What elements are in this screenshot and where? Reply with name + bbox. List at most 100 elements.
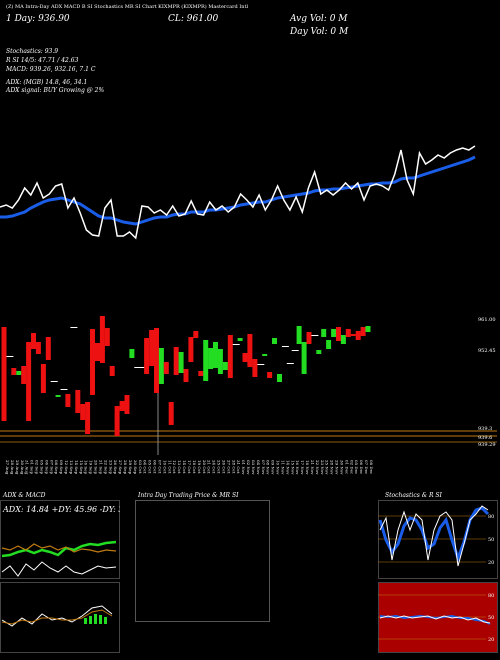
tickers-line: (Z) MA Intra-Day ADX MACD B SI Stochasti…	[6, 4, 249, 10]
candle	[286, 363, 294, 364]
candle	[16, 371, 22, 375]
candle	[65, 394, 71, 407]
candle	[321, 329, 327, 337]
x-axis-label: 06 Oct	[153, 460, 158, 474]
x-axis-label: 28 Sep	[123, 460, 128, 474]
x-axis-label: 22 Sep	[103, 460, 108, 474]
price-level-low2: 939.6	[478, 435, 492, 441]
stoch-level-20: 20	[488, 560, 494, 566]
stoch-level-50: 50	[488, 537, 494, 543]
stochastics-readout: Stochastics: 93.9	[6, 48, 59, 55]
x-axis-label: 08 Dec	[369, 460, 374, 475]
x-axis-label: 23 Sep	[108, 460, 113, 474]
x-axis-label: 11 Nov	[281, 460, 286, 475]
candle	[262, 354, 268, 356]
x-axis-label: 19 Oct	[197, 460, 202, 474]
stoch-level-80: 80	[488, 514, 494, 520]
candle	[340, 335, 346, 344]
x-axis-label: 21 Sep	[99, 460, 104, 474]
candle	[267, 372, 273, 378]
candle	[232, 344, 240, 345]
candle	[129, 349, 135, 358]
candle	[281, 346, 289, 347]
x-axis-label: 18 Oct	[192, 460, 197, 474]
price-level-top: 961.00	[478, 317, 496, 323]
candle	[173, 347, 179, 375]
candle	[247, 334, 253, 367]
rsi-white-line	[379, 615, 491, 624]
candle	[1, 327, 7, 421]
candle	[149, 330, 155, 366]
x-axis-label: 31 Oct	[236, 460, 241, 474]
x-axis-label: 26 Sep	[113, 460, 118, 474]
stoch-title: Stochastics & R SI	[385, 492, 442, 499]
x-axis-label: 04 Oct	[143, 460, 148, 474]
x-axis-label: 22 Nov	[315, 460, 320, 475]
x-axis-label: 19 Sep	[89, 460, 94, 474]
candle	[345, 329, 351, 337]
x-axis-label: 01 Sep	[30, 460, 35, 474]
candle	[331, 329, 337, 337]
candle	[311, 335, 319, 336]
x-axis-label: 25 Nov	[325, 460, 330, 475]
x-axis-label: 30 Nov	[340, 460, 345, 475]
x-axis-label: 07 Oct	[158, 460, 163, 474]
candle	[198, 371, 204, 376]
candle	[277, 374, 282, 382]
candlestick-chart: 961.00 952.45 939.3 939.6 939.29	[0, 316, 497, 455]
candle	[316, 350, 322, 354]
candle	[272, 338, 277, 344]
x-axis-label: 29 Nov	[335, 460, 340, 475]
candle	[35, 342, 41, 354]
candle	[355, 331, 361, 340]
x-axis-label: 27 Sep	[118, 460, 123, 474]
x-axis-label: 07 Sep	[49, 460, 54, 474]
x-axis-label: 23 Nov	[320, 460, 325, 475]
x-axis-label: 25 Oct	[217, 460, 222, 474]
candle	[60, 389, 68, 390]
candle	[242, 353, 248, 362]
day-open-label: 1 Day: 936.90	[6, 14, 70, 24]
intraday-box	[135, 500, 270, 622]
candle	[50, 381, 58, 382]
candle	[178, 352, 184, 373]
intraday-title: Intra Day Trading Price & MR SI	[138, 492, 239, 499]
x-axis-label: 09 Sep	[59, 460, 64, 474]
candle	[222, 362, 228, 370]
candle	[154, 328, 159, 393]
rsi-level-20: 20	[488, 637, 494, 643]
candle	[85, 402, 91, 434]
macd-histogram	[84, 614, 107, 624]
candle	[158, 348, 164, 384]
adx-main-line	[1, 561, 117, 577]
x-axis-label: 02 Sep	[35, 460, 40, 474]
candle	[21, 366, 27, 384]
x-axis-label: 21 Nov	[310, 460, 315, 475]
x-axis-label: 24 Oct	[212, 460, 217, 474]
x-axis-label: 09 Nov	[271, 460, 276, 475]
candle	[40, 364, 46, 393]
candle	[31, 333, 36, 349]
candle	[306, 332, 312, 344]
candle	[6, 356, 14, 357]
candle	[55, 395, 61, 397]
rsi-readout: R SI 14/5: 47.71 / 42.63	[6, 57, 79, 64]
x-axis-label: 21 Oct	[207, 460, 212, 474]
candles-group	[1, 316, 371, 436]
x-axis-label: 16 Sep	[84, 460, 89, 474]
x-axis-label: 30 Sep	[133, 460, 138, 474]
x-axis-label: 12 Oct	[172, 460, 177, 474]
candle	[227, 335, 233, 378]
adx-macd-panel: ADX: 14.84 +DY: 45.96 -DY: 34.08	[0, 500, 120, 653]
rsi-blue-line	[379, 614, 491, 625]
price-level-low1: 939.3	[478, 426, 492, 432]
adx-signal-readout: ADX signal: BUY Growing @ 2%	[6, 87, 105, 94]
x-axis-label: 31 Aug	[25, 460, 30, 475]
candle	[99, 316, 105, 363]
x-axis-label: 29 Aug	[15, 460, 20, 475]
candle	[11, 368, 17, 375]
candle	[45, 337, 51, 360]
x-axis-label: 01 Dec	[344, 460, 349, 475]
candle	[252, 359, 258, 377]
candle	[350, 334, 356, 336]
